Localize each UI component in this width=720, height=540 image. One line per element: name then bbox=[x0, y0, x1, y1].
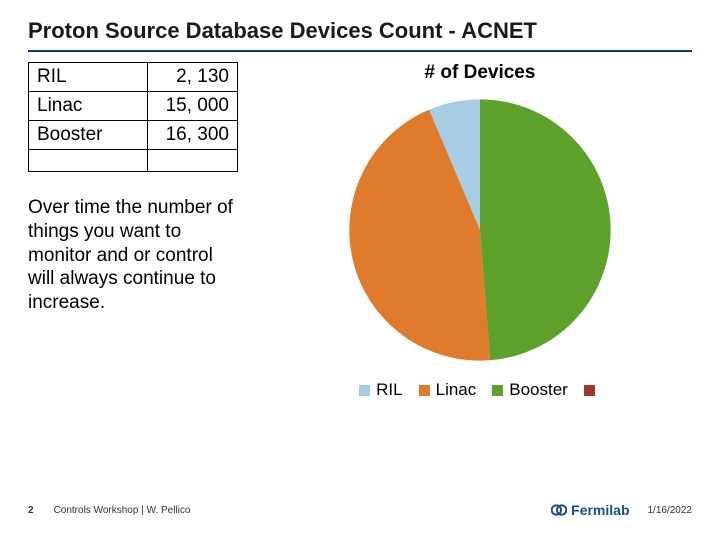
legend-item: Booster bbox=[492, 380, 568, 400]
legend-label: Booster bbox=[509, 380, 568, 400]
legend-swatch bbox=[492, 385, 503, 396]
table-cell-label: Linac bbox=[29, 92, 148, 121]
fermilab-logo-text: Fermilab bbox=[571, 502, 629, 518]
pie-chart bbox=[340, 90, 620, 370]
table-row: RIL 2, 130 bbox=[29, 63, 238, 92]
fermilab-logo: Fermilab bbox=[551, 502, 629, 518]
table-row: Linac 15, 000 bbox=[29, 92, 238, 121]
legend-swatch bbox=[359, 385, 370, 396]
legend-label: RIL bbox=[376, 380, 402, 400]
table-row-empty bbox=[29, 150, 238, 172]
fermilab-logo-icon bbox=[551, 502, 567, 518]
chart-title: # of Devices bbox=[268, 62, 692, 84]
table-cell-value: 16, 300 bbox=[148, 121, 238, 150]
legend-item bbox=[584, 380, 601, 400]
table-cell-label: Booster bbox=[29, 121, 148, 150]
footer-date: 1/16/2022 bbox=[648, 505, 693, 516]
slide-footer: 2 Controls Workshop | W. Pellico Fermila… bbox=[0, 498, 720, 522]
legend-item: RIL bbox=[359, 380, 402, 400]
table-cell-label: RIL bbox=[29, 63, 148, 92]
legend-label: Linac bbox=[436, 380, 477, 400]
legend-item: Linac bbox=[419, 380, 477, 400]
page-number: 2 bbox=[28, 505, 34, 516]
legend-swatch bbox=[584, 385, 595, 396]
table-cell-value: 15, 000 bbox=[148, 92, 238, 121]
table-row: Booster 16, 300 bbox=[29, 121, 238, 150]
chart-legend: RIL Linac Booster bbox=[268, 380, 692, 400]
device-count-table: RIL 2, 130 Linac 15, 000 Booster 16, 300 bbox=[28, 62, 238, 172]
title-rule bbox=[28, 50, 692, 52]
note-text: Over time the number of things you want … bbox=[28, 196, 243, 315]
pie-slice bbox=[480, 99, 611, 360]
page-title: Proton Source Database Devices Count - A… bbox=[28, 18, 692, 44]
legend-swatch bbox=[419, 385, 430, 396]
table-cell-value: 2, 130 bbox=[148, 63, 238, 92]
footer-text: Controls Workshop | W. Pellico bbox=[54, 505, 191, 516]
